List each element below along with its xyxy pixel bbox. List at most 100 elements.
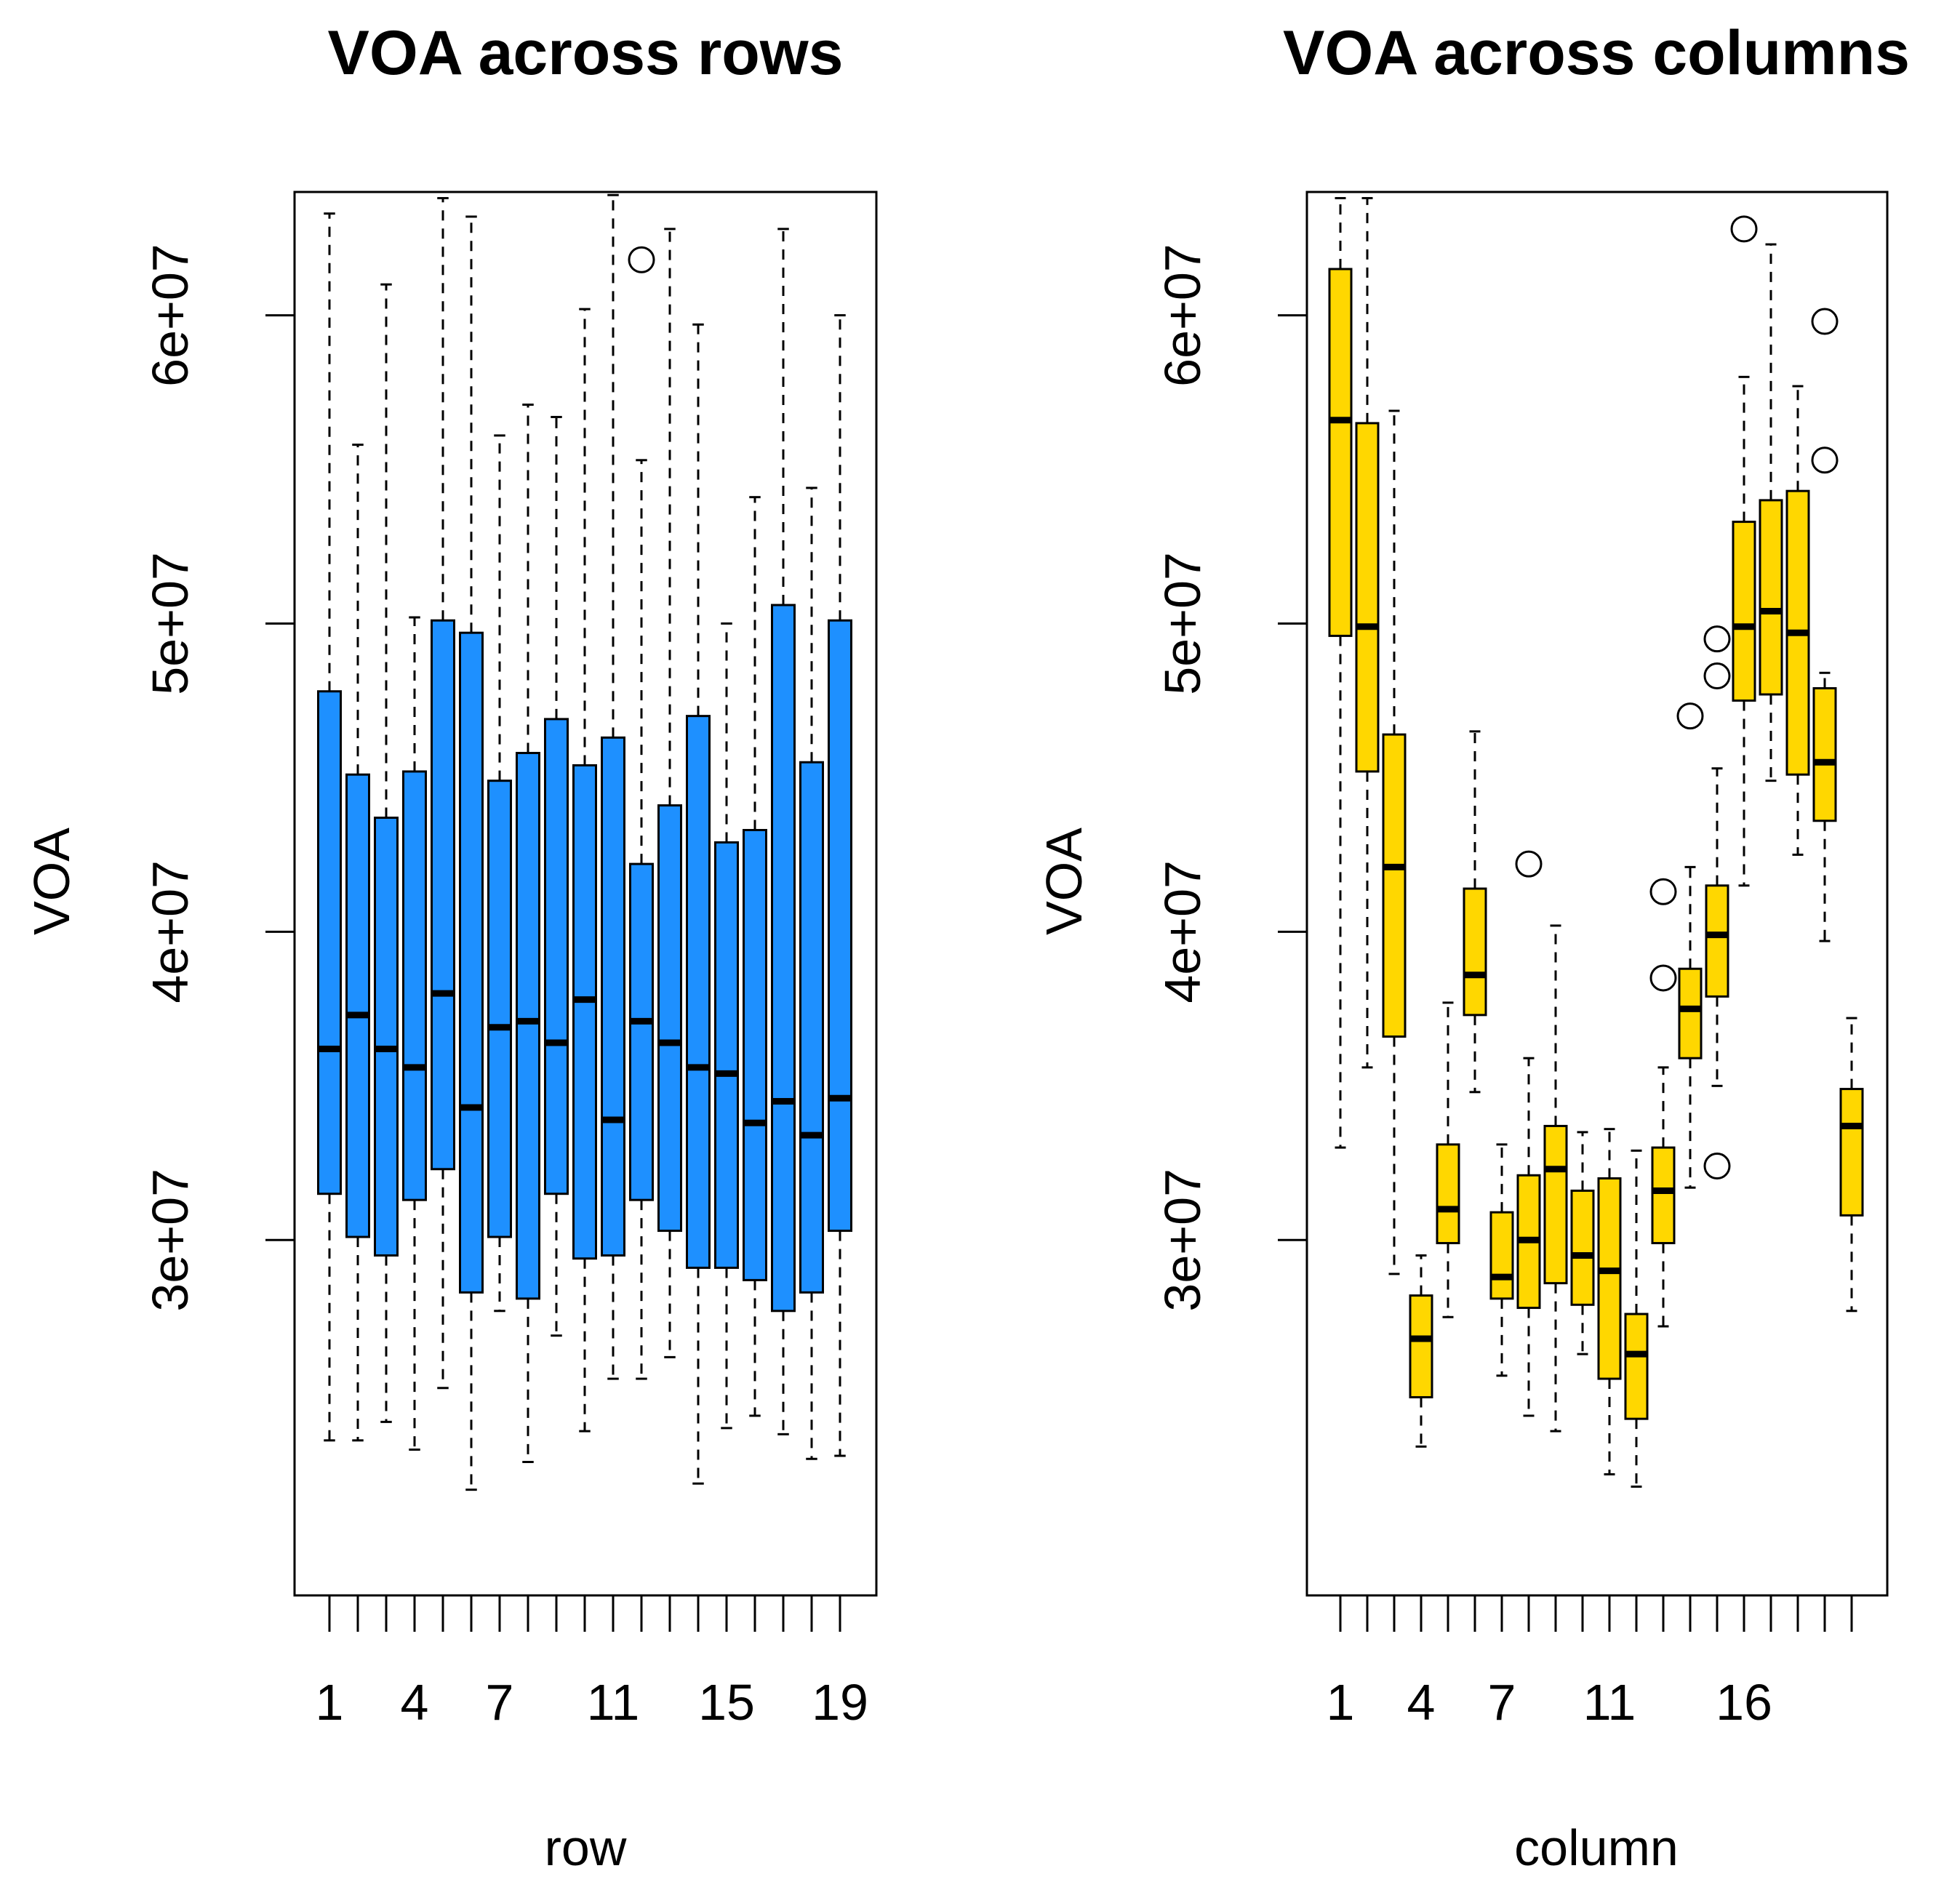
box-iqr: [1812, 686, 1837, 822]
box-iqr: [1543, 1124, 1568, 1285]
box-iqr: [1409, 1294, 1433, 1398]
box-iqr: [714, 841, 739, 1269]
rows-box-2: [345, 444, 370, 1442]
columns-box-4: [1409, 1254, 1433, 1448]
outlier-point: [1649, 878, 1677, 905]
outlier-point: [1676, 702, 1704, 730]
outlier-point: [628, 246, 655, 273]
rows-x-tick-label: 19: [812, 1674, 868, 1731]
box-iqr: [374, 817, 399, 1257]
rows-box-19: [828, 314, 852, 1457]
rows-box-16: [743, 496, 767, 1417]
box-iqr: [799, 761, 824, 1294]
columns-box-3: [1382, 409, 1407, 1275]
columns-y-axis-label: VOA: [1036, 828, 1092, 935]
box-iqr: [771, 604, 796, 1313]
box-iqr: [1759, 499, 1783, 696]
rows-box-18: [799, 486, 824, 1460]
columns-box-10: [1570, 1131, 1595, 1355]
box-iqr: [1705, 884, 1729, 998]
rows-box-5: [431, 196, 455, 1390]
columns-box-8: [1515, 850, 1543, 1417]
columns-box-11: [1597, 1128, 1622, 1475]
box-iqr: [743, 828, 767, 1281]
box-iqr: [828, 619, 852, 1233]
rows-x-axis-label: row: [545, 1819, 627, 1876]
box-iqr: [1651, 1146, 1676, 1245]
columns-x-tick-label: 4: [1407, 1674, 1436, 1731]
rows-box-6: [459, 215, 484, 1491]
rows-box-11: [601, 193, 625, 1380]
rows-box-1: [317, 212, 342, 1442]
box-iqr: [1355, 422, 1380, 773]
box-iqr: [1382, 733, 1407, 1038]
box-iqr: [317, 690, 342, 1195]
columns-box-16: [1730, 215, 1758, 887]
columns-box-1: [1328, 196, 1353, 1149]
rows-x-tick-label: 11: [587, 1674, 640, 1731]
box-iqr: [1436, 1143, 1460, 1245]
rows-x-tick-label: 1: [316, 1674, 344, 1731]
columns-plot-frame: [1305, 191, 1889, 1597]
columns-panel: VOA across columns column VOA 3e+07 4e+07…: [1036, 18, 1910, 1876]
rows-box-8: [516, 403, 540, 1464]
outlier-point: [1649, 964, 1677, 992]
box-iqr: [629, 862, 654, 1201]
outlier-point: [1703, 625, 1731, 653]
columns-y-tick-label: 4e+07: [1154, 860, 1211, 1003]
box-iqr: [1328, 268, 1353, 637]
box-iqr: [459, 631, 484, 1294]
outlier-point: [1703, 662, 1731, 690]
box-iqr: [572, 764, 597, 1260]
box-iqr: [1678, 967, 1703, 1059]
columns-x-axis-label: column: [1514, 1819, 1679, 1876]
box-iqr: [345, 773, 370, 1238]
rows-box-14: [686, 323, 711, 1485]
rows-box-3: [374, 283, 399, 1423]
outlier-point: [1730, 215, 1758, 243]
rows-y-tick-label: 5e+07: [142, 552, 199, 695]
rows-box-17: [771, 228, 796, 1435]
columns-box-6: [1463, 730, 1487, 1094]
columns-box-18: [1785, 385, 1810, 856]
rows-x-tick-label: 4: [401, 1674, 429, 1731]
outlier-point: [1515, 850, 1543, 878]
box-iqr: [487, 780, 512, 1238]
box-iqr: [657, 804, 682, 1233]
box-iqr: [601, 736, 625, 1257]
box-iqr: [1570, 1189, 1595, 1306]
rows-y-tick-label: 6e+07: [142, 244, 199, 387]
columns-x-tick-label: 1: [1327, 1674, 1355, 1731]
columns-box-5: [1436, 1001, 1460, 1318]
rows-box-7: [487, 434, 512, 1313]
rows-panel: VOA across rows row VOA 3e+07 4e+07 5e+07 6…: [23, 18, 878, 1876]
rows-x-tick-label: 15: [698, 1674, 755, 1731]
box-iqr: [1463, 887, 1487, 1017]
columns-box-12: [1624, 1149, 1649, 1488]
box-iqr: [1839, 1088, 1864, 1217]
rows-box-12: [628, 246, 655, 1380]
columns-x-tick-label: 11: [1583, 1674, 1636, 1731]
outlier-point: [1811, 308, 1839, 335]
box-iqr: [402, 770, 427, 1201]
columns-chart-title: VOA across columns: [1283, 18, 1910, 88]
columns-x-tick-label: 16: [1716, 1674, 1772, 1731]
rows-chart-title: VOA across rows: [328, 18, 844, 88]
box-iqr: [544, 718, 569, 1195]
columns-box-9: [1543, 924, 1568, 1433]
box-iqr: [1732, 521, 1756, 702]
rows-box-9: [544, 415, 569, 1337]
columns-box-20: [1839, 1017, 1864, 1313]
rows-y-axis-label: VOA: [23, 828, 80, 935]
rows-box-4: [402, 616, 427, 1451]
rows-x-tick-label: 7: [486, 1674, 514, 1731]
box-iqr: [516, 752, 540, 1300]
columns-box-19: [1811, 308, 1839, 942]
columns-y-tick-label: 3e+07: [1154, 1169, 1211, 1312]
columns-x-tick-label: 7: [1488, 1674, 1516, 1731]
columns-box-7: [1489, 1143, 1514, 1377]
columns-y-tick-label: 5e+07: [1154, 552, 1211, 695]
rows-box-13: [657, 228, 682, 1358]
rows-y-tick-label: 3e+07: [142, 1169, 199, 1312]
rows-box-10: [572, 308, 597, 1433]
